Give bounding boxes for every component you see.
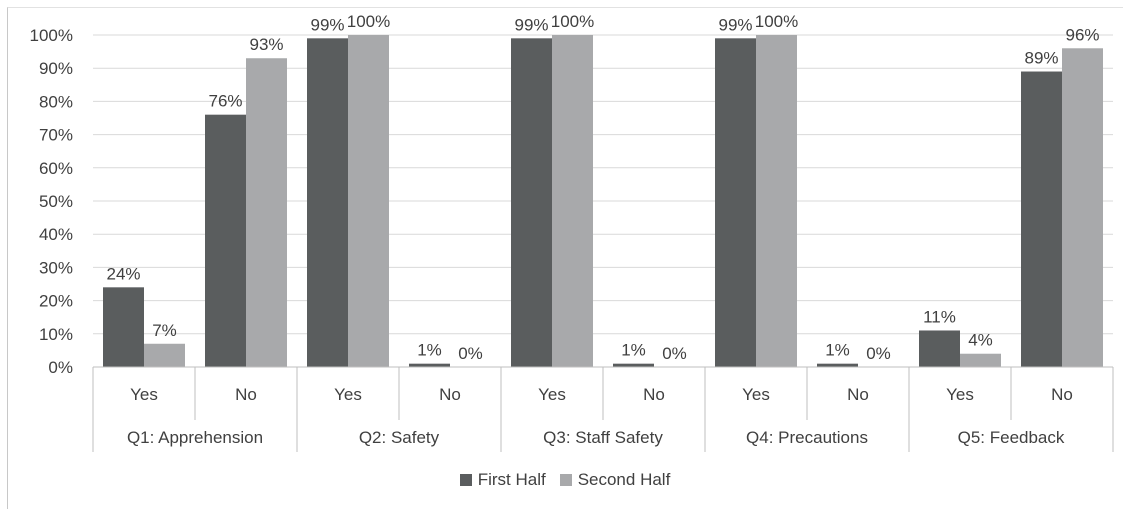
bar-first-half (817, 363, 858, 367)
x-category-label: No (1051, 385, 1073, 404)
y-tick-label: 30% (39, 258, 73, 277)
data-label: 100% (551, 12, 594, 31)
legend-label-second-half: Second Half (577, 470, 671, 489)
data-label: 100% (755, 12, 798, 31)
y-tick-label: 10% (39, 325, 73, 344)
data-label: 99% (718, 15, 752, 34)
data-label: 1% (621, 341, 646, 360)
y-tick-label: 60% (39, 159, 73, 178)
y-tick-label: 40% (39, 225, 73, 244)
legend-item-second-half: Second Half (559, 470, 671, 490)
data-label: 99% (310, 15, 344, 34)
y-tick-label: 50% (39, 192, 73, 211)
data-label: 93% (249, 35, 283, 54)
x-category-label: Yes (742, 385, 770, 404)
bar-second-half (960, 353, 1001, 367)
bar-first-half (409, 363, 450, 367)
bar-first-half (205, 114, 246, 368)
data-label: 7% (152, 321, 177, 340)
x-category-label: Yes (130, 385, 158, 404)
bar-second-half (348, 35, 389, 367)
x-category-label: No (235, 385, 257, 404)
data-label: 1% (825, 341, 850, 360)
y-tick-label: 90% (39, 59, 73, 78)
bar-second-half (246, 58, 287, 368)
data-label: 0% (866, 344, 891, 363)
x-category-label: Yes (334, 385, 362, 404)
chart-frame (7, 7, 1123, 509)
y-tick-label: 80% (39, 92, 73, 111)
legend-swatch-second-half (559, 474, 572, 486)
y-tick-label: 0% (48, 358, 73, 377)
legend-label-first-half: First Half (477, 470, 546, 489)
data-label: 1% (417, 341, 442, 360)
x-group-label: Q3: Staff Safety (543, 428, 663, 447)
legend-item-first-half: First Half (459, 470, 546, 490)
bar-first-half (613, 363, 654, 367)
bar-first-half (919, 330, 960, 367)
data-label: 89% (1024, 49, 1058, 68)
x-group-label: Q1: Apprehension (127, 428, 263, 447)
bar-second-half (144, 343, 185, 367)
data-label: 96% (1065, 25, 1099, 44)
data-label: 11% (923, 307, 956, 326)
bar-first-half (715, 38, 756, 367)
bar-first-half (103, 287, 144, 367)
x-category-label: Yes (538, 385, 566, 404)
legend-swatch-first-half (459, 474, 472, 486)
data-label: 0% (662, 344, 687, 363)
bar-first-half (1021, 71, 1062, 368)
bar-second-half (552, 35, 593, 367)
data-label: 24% (106, 264, 140, 283)
x-category-label: No (643, 385, 665, 404)
bar-second-half (1062, 48, 1103, 367)
bar-second-half (756, 35, 797, 367)
x-category-label: Yes (946, 385, 974, 404)
data-label: 99% (514, 15, 548, 34)
data-label: 0% (458, 344, 483, 363)
data-label: 76% (208, 92, 242, 111)
x-category-label: No (439, 385, 461, 404)
bar-first-half (307, 38, 348, 367)
data-label: 4% (968, 331, 993, 350)
y-tick-label: 70% (39, 126, 73, 145)
bar-first-half (511, 38, 552, 367)
x-group-label: Q5: Feedback (958, 428, 1065, 447)
data-label: 100% (347, 12, 390, 31)
x-group-label: Q2: Safety (359, 428, 440, 447)
x-group-label: Q4: Precautions (746, 428, 868, 447)
y-tick-label: 100% (30, 26, 73, 45)
y-tick-label: 20% (39, 292, 73, 311)
x-category-label: No (847, 385, 869, 404)
legend: First Half Second Half (0, 470, 1130, 490)
